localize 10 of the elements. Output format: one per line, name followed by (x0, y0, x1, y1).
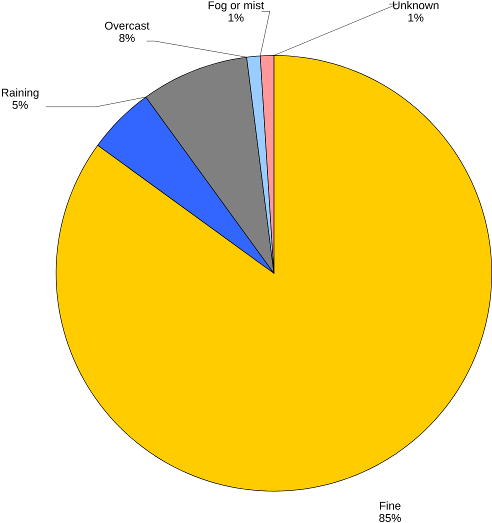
slice-label: Fine (380, 501, 400, 510)
slice-label: Fog or mist (208, 1, 264, 12)
slice-label: Unknown (393, 1, 438, 10)
data-label: 85% (379, 514, 401, 522)
data-label: 1% (408, 14, 424, 22)
data-label: 1% (228, 14, 244, 22)
data-label: 8% (119, 34, 135, 42)
slice-label: Raining (2, 88, 38, 99)
data-label: 5% (12, 100, 28, 109)
slice-label: Overcast (104, 22, 150, 30)
